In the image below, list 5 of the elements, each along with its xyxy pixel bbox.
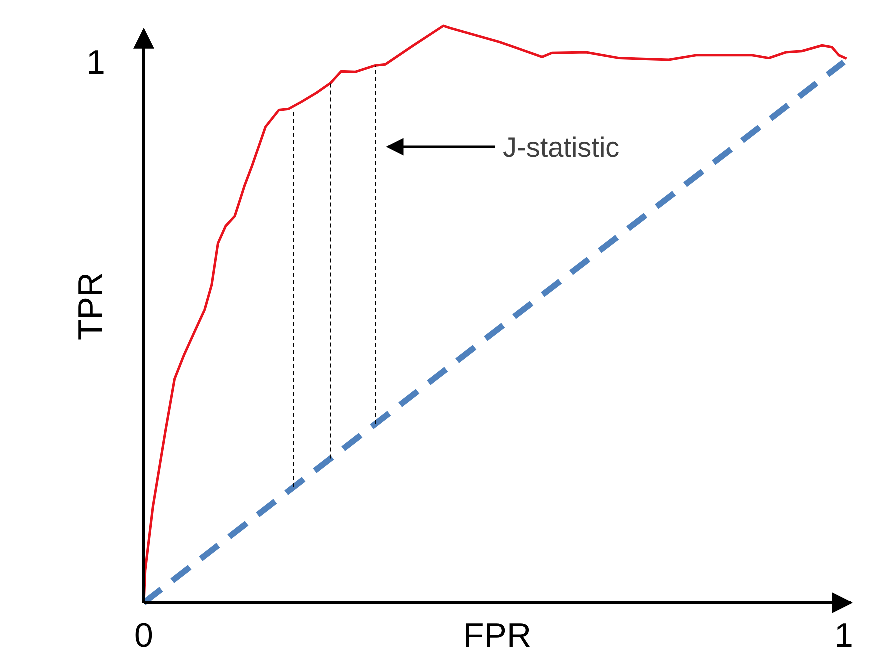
text: 1 [86,44,106,82]
annotation: J-statistic [503,132,620,163]
y-axis-title: TPR [72,272,110,340]
x-axis-title: FPR [464,617,532,655]
x-tick-label: 0 [134,617,154,655]
